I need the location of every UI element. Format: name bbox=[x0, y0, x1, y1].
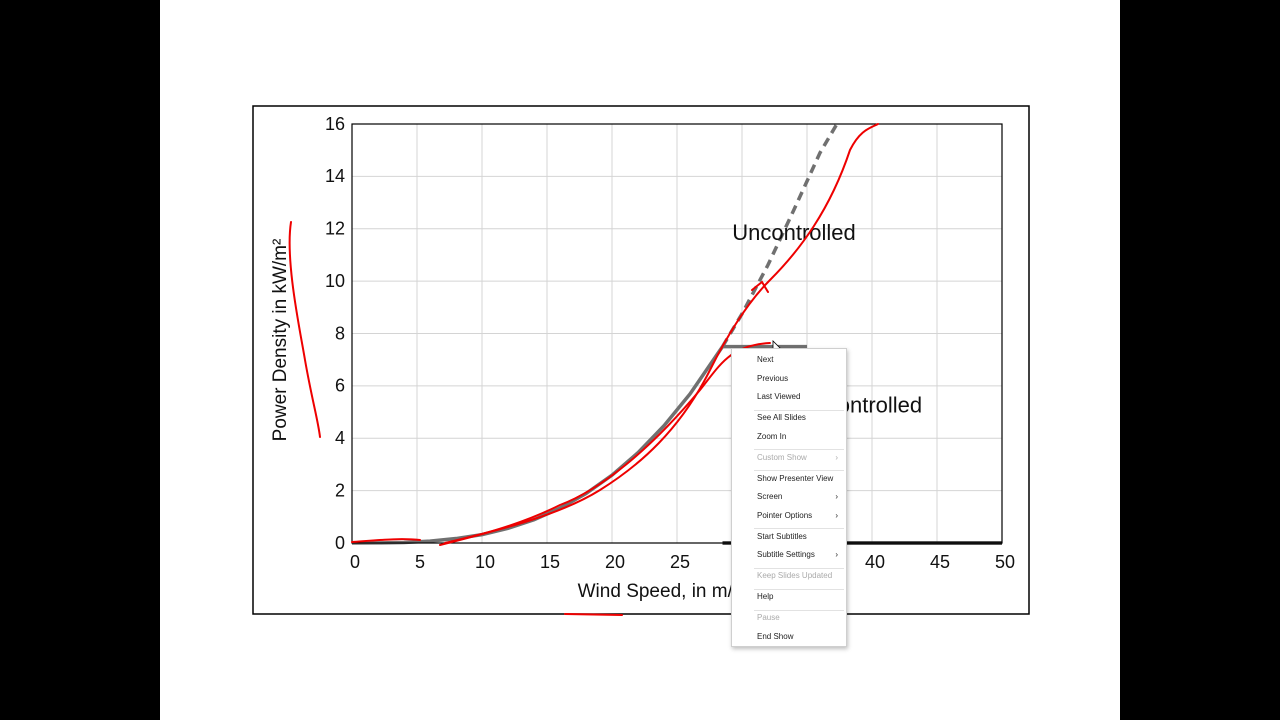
menu-item[interactable]: Subtitle Settings › bbox=[757, 548, 842, 562]
menu-item-label: Zoom In bbox=[757, 431, 787, 441]
menu-separator bbox=[754, 567, 844, 569]
y-axis-label: Power Density in kW/m² bbox=[270, 239, 291, 442]
y-tick-label: 6 bbox=[335, 376, 345, 396]
menu-item: Pause bbox=[757, 611, 842, 625]
submenu-arrow: › bbox=[835, 452, 838, 462]
menu-separator bbox=[754, 449, 844, 450]
ink-stroke bbox=[751, 280, 769, 293]
ink-annotations bbox=[288, 123, 879, 616]
menu-item[interactable]: Start Subtitles bbox=[757, 530, 842, 544]
menu-item-label: Next bbox=[757, 355, 774, 364]
menu-item[interactable]: Zoom In bbox=[757, 430, 842, 444]
plot-frame bbox=[351, 123, 1003, 544]
menu-item[interactable]: Next bbox=[757, 353, 842, 367]
menu-separator bbox=[754, 609, 844, 611]
menu-item-label: Last Viewed bbox=[757, 392, 801, 401]
menu-separator bbox=[754, 528, 844, 529]
x-tick-label: 5 bbox=[415, 552, 425, 572]
menu-item[interactable]: Pointer Options › bbox=[757, 509, 842, 523]
menu-item[interactable]: See All Slides bbox=[757, 411, 842, 425]
menu-item-label: Start Subtitles bbox=[757, 531, 807, 541]
slide bbox=[160, 0, 1120, 720]
menu-item-label: Keep Slides Updated bbox=[757, 571, 833, 580]
y-tick-label: 0 bbox=[335, 533, 345, 553]
menu-item-label: Screen bbox=[757, 492, 783, 501]
submenu-arrow: › bbox=[835, 550, 838, 559]
x-tick-label: 0 bbox=[350, 552, 360, 572]
x-tick-label: 10 bbox=[475, 552, 495, 572]
menu-item-label: Show Presenter View bbox=[757, 473, 834, 483]
menu-item[interactable]: Last Viewed bbox=[757, 390, 842, 404]
ink-stroke bbox=[444, 123, 879, 544]
ink-stroke bbox=[288, 221, 321, 438]
menu-item: Keep Slides Updated bbox=[757, 569, 842, 583]
y-tick-label: 2 bbox=[335, 480, 345, 500]
menu-item-label: Pause bbox=[757, 613, 780, 622]
submenu-arrow: › bbox=[835, 492, 838, 501]
ink-stroke bbox=[564, 613, 623, 616]
x-tick-label: 20 bbox=[605, 552, 625, 572]
menu-separator bbox=[754, 409, 844, 411]
y-tick-label: 12 bbox=[325, 219, 345, 239]
x-tick-label: 40 bbox=[865, 552, 885, 572]
menu-item[interactable]: Screen › bbox=[757, 490, 842, 504]
menu-item-label: See All Slides bbox=[757, 413, 806, 422]
y-tick-label: 8 bbox=[335, 323, 345, 343]
annotation: Uncontrolled bbox=[732, 220, 856, 245]
menu-item: Custom Show › bbox=[757, 451, 842, 465]
x-tick-label: 15 bbox=[540, 552, 560, 572]
menu-item-label: Custom Show bbox=[757, 452, 807, 462]
submenu-arrow: › bbox=[835, 510, 838, 520]
y-tick-label: 4 bbox=[335, 428, 345, 448]
menu-item-label: Subtitle Settings bbox=[757, 550, 815, 559]
y-tick-label: 10 bbox=[325, 271, 345, 291]
x-tick-label: 25 bbox=[670, 552, 690, 572]
menu-item[interactable]: End Show bbox=[757, 630, 842, 644]
chart-frame bbox=[252, 105, 1030, 615]
menu-item[interactable]: Previous bbox=[757, 372, 842, 386]
x-tick-label: 50 bbox=[995, 552, 1015, 572]
menu-item-label: Pointer Options bbox=[757, 510, 813, 520]
menu-separator bbox=[754, 470, 844, 471]
menu-item-label: Previous bbox=[757, 373, 789, 383]
menu-item[interactable]: Show Presenter View bbox=[757, 472, 842, 486]
menu-separator bbox=[754, 588, 844, 590]
y-tick-label: 16 bbox=[325, 114, 345, 134]
menu-item[interactable]: Help bbox=[757, 590, 842, 604]
y-tick-label: 14 bbox=[325, 166, 345, 186]
menu-item-label: End Show bbox=[757, 631, 794, 641]
x-tick-label: 45 bbox=[930, 552, 950, 572]
menu-item-label: Help bbox=[757, 592, 774, 601]
context-menu: Next Previous Last Viewed See All Slides Zoo… bbox=[731, 348, 847, 647]
x-axis-label: Wind Speed, in m/s bbox=[578, 581, 743, 602]
